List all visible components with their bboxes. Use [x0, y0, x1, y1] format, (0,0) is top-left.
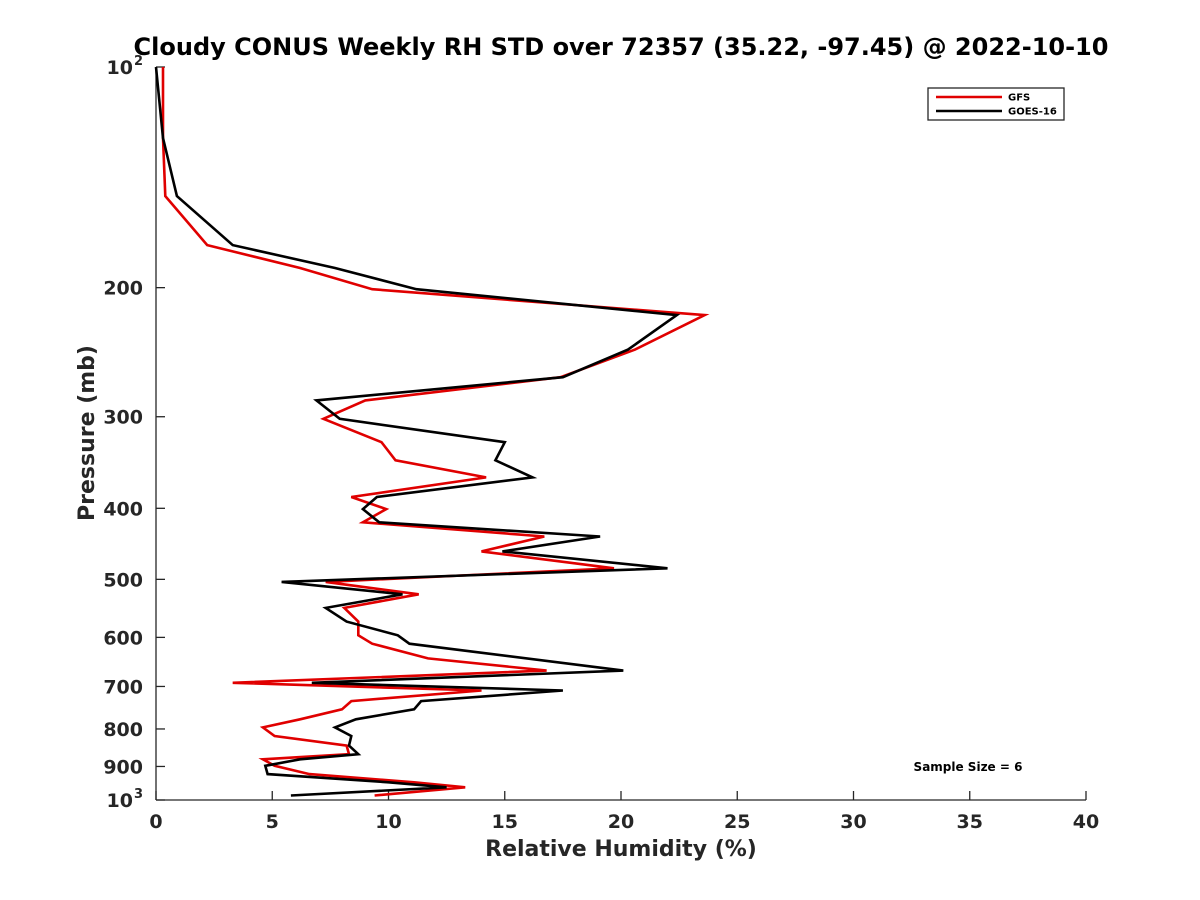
sample-size-annotation: Sample Size = 6 — [914, 760, 1023, 774]
legend-label: GFS — [1008, 93, 1030, 104]
legend-label: GOES-16 — [1008, 107, 1057, 118]
x-tick-label: 20 — [608, 811, 634, 833]
chart-title: Cloudy CONUS Weekly RH STD over 72357 (3… — [134, 33, 1109, 61]
series-line-goes-16 — [154, 66, 681, 797]
legend: GFS GOES-16 — [927, 87, 1065, 121]
y-tick-label: 500 — [103, 569, 143, 591]
x-axis-label: Relative Humidity (%) — [485, 837, 757, 862]
series-layer — [154, 66, 710, 797]
y-tick-label: 10 — [107, 790, 133, 812]
y-tick-exponent: 3 — [134, 787, 143, 802]
y-tick-label: 10 — [107, 57, 133, 79]
y-tick-label: 600 — [103, 627, 143, 649]
y-tick-label: 300 — [103, 407, 143, 429]
x-tick-label: 0 — [149, 811, 162, 833]
x-tick-label: 40 — [1073, 811, 1099, 833]
y-tick-exponent: 2 — [134, 54, 143, 69]
x-tick-label: 15 — [492, 811, 518, 833]
legend-box — [927, 87, 1065, 121]
series-line-gfs — [161, 67, 710, 797]
x-tick-label: 10 — [375, 811, 401, 833]
x-ticks: 0 5 10 15 20 25 30 35 40 — [149, 791, 1099, 833]
x-tick-label: 5 — [266, 811, 279, 833]
x-tick-label: 30 — [840, 811, 866, 833]
x-tick-label: 25 — [724, 811, 750, 833]
y-tick-label: 200 — [103, 278, 143, 300]
y-tick-label: 800 — [103, 719, 143, 741]
y-axis-label: Pressure (mb) — [75, 345, 100, 521]
y-tick-label: 700 — [103, 676, 143, 698]
x-tick-label: 35 — [957, 811, 983, 833]
y-tick-label: 900 — [103, 756, 143, 778]
y-tick-label: 400 — [103, 498, 143, 520]
